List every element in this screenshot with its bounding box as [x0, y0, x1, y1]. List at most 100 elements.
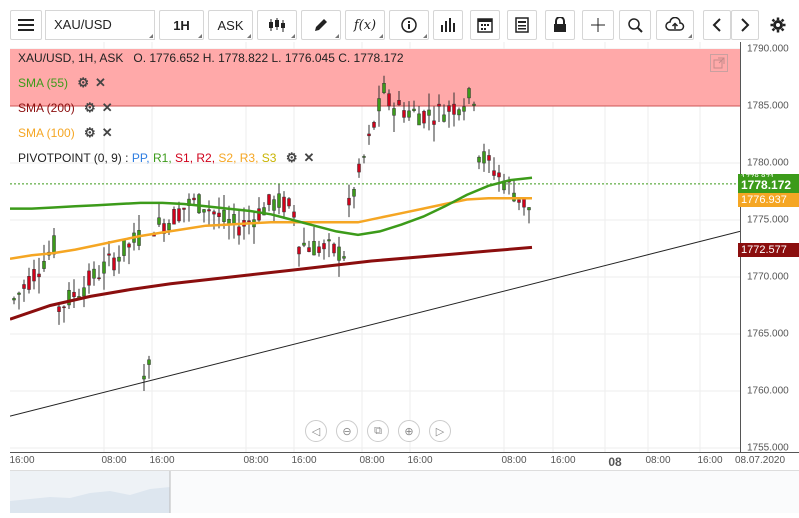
candle-body — [272, 199, 276, 211]
candle-body — [207, 209, 211, 212]
candle-body — [262, 207, 266, 216]
chart-type-button[interactable] — [257, 10, 297, 40]
candle-body — [12, 298, 16, 301]
time-tick: 08:00 — [645, 455, 671, 466]
chevron-right-icon — [741, 18, 750, 32]
price-tick: 1755.000 — [747, 442, 789, 454]
settings-button[interactable] — [765, 10, 791, 40]
candle-body — [277, 193, 281, 208]
fx-icon: f(x) — [353, 17, 377, 33]
candle-body — [387, 93, 391, 107]
indicator-sma200[interactable]: SMA (200) ⚙ ✕ — [18, 100, 113, 116]
candlestick-icon — [269, 18, 285, 32]
gear-icon[interactable]: ⚙ — [84, 100, 96, 115]
candle-body — [87, 270, 91, 286]
close-icon[interactable]: ✕ — [101, 100, 113, 115]
candle-body — [357, 163, 361, 173]
indicators-button[interactable]: f(x) — [345, 10, 385, 40]
candle-body — [217, 212, 221, 218]
candle-body — [227, 218, 231, 225]
candle-body — [67, 289, 71, 306]
nav-zoom-out-button[interactable]: ⊖ — [336, 420, 358, 442]
time-tick: 16:00 — [407, 455, 433, 466]
time-axis[interactable]: 16:00 08:00 16:00 08:00 16:00 08:00 16:0… — [9, 452, 799, 469]
candle-body — [517, 199, 521, 203]
candle-body — [72, 291, 76, 298]
drawing-tools-button[interactable] — [301, 10, 341, 40]
candle-body — [467, 88, 471, 99]
nav-forward-button[interactable]: ▷ — [429, 420, 451, 442]
nav-reset-button[interactable]: ⧉ — [367, 420, 389, 442]
menu-button[interactable] — [10, 10, 42, 40]
candle-body — [347, 197, 351, 206]
candle-body — [97, 277, 101, 280]
chart-area[interactable] — [10, 42, 740, 452]
candle-body — [197, 194, 201, 214]
ohlc-header: XAU/USD, 1H, ASK O. 1776.652 H. 1778.822… — [18, 51, 404, 65]
gear-icon[interactable]: ⚙ — [285, 150, 298, 165]
pivot-s3: S3 — [261, 151, 277, 165]
calendar-icon — [477, 18, 493, 33]
sma100-label: SMA (100) — [18, 126, 75, 140]
candle-body — [327, 239, 331, 242]
news-button[interactable] — [507, 10, 537, 40]
indicator-pivotpoint[interactable]: PIVOTPOINT (0, 9) : PP, R1, S1, R2, S2, … — [18, 150, 314, 166]
scroll-right-button[interactable] — [731, 10, 759, 40]
candle-body — [362, 156, 366, 158]
symbol-input[interactable]: XAU/USD — [45, 10, 155, 40]
candle-body — [442, 114, 446, 122]
navigator-panel[interactable] — [10, 470, 799, 513]
candle-body — [337, 246, 341, 261]
calendar-button[interactable] — [470, 10, 500, 40]
candle-body — [282, 196, 286, 213]
close-icon[interactable]: ✕ — [95, 75, 106, 90]
nav-zoom-in-button[interactable]: ⊕ — [398, 420, 420, 442]
scroll-left-button[interactable] — [703, 10, 731, 40]
candle-body — [147, 359, 151, 365]
price-axis[interactable]: 1790.000 1785.000 1780.000 1775.000 1770… — [738, 42, 799, 454]
zoom-button[interactable] — [619, 10, 651, 40]
candle-body — [527, 207, 531, 211]
candle-body — [377, 98, 381, 112]
indicator-sma100[interactable]: SMA (100) ⚙ ✕ — [18, 125, 113, 141]
timeframe-button[interactable]: 1H — [159, 10, 204, 40]
back-icon: ◁ — [311, 425, 321, 438]
navigator-sparkline — [10, 471, 171, 513]
candle-body — [57, 306, 61, 312]
upload-button[interactable] — [656, 10, 694, 40]
candle-body — [302, 242, 306, 246]
candle-body — [27, 276, 31, 290]
lock-button[interactable] — [545, 10, 575, 40]
maximize-icon[interactable] — [710, 54, 728, 72]
price-type-button[interactable]: ASK — [208, 10, 253, 40]
candle-body — [82, 287, 86, 297]
info-button[interactable] — [389, 10, 429, 40]
price-type-label: ASK — [217, 17, 244, 33]
reset-icon: ⧉ — [374, 424, 382, 437]
candle-body — [437, 103, 441, 107]
price-tick: 1780.000 — [747, 157, 789, 169]
candle-body — [452, 103, 456, 115]
candle-body — [397, 100, 401, 106]
studies-button[interactable] — [433, 10, 463, 40]
pivot-pp: PP, — [131, 151, 150, 165]
gear-icon — [770, 17, 786, 33]
resistance-zone — [10, 49, 740, 106]
crosshair-button[interactable] — [582, 10, 614, 40]
zoom-out-icon: ⊖ — [342, 425, 352, 438]
close-icon[interactable]: ✕ — [101, 125, 113, 140]
indicator-sma55[interactable]: SMA (55) ⚙ ✕ — [18, 75, 106, 91]
gear-icon[interactable]: ⚙ — [84, 125, 96, 140]
time-tick: 16:00 — [697, 455, 723, 466]
price-tick: 1770.000 — [747, 271, 789, 283]
candle-body — [427, 109, 431, 116]
sma200-label: SMA (200) — [18, 101, 75, 115]
time-tick: 08 — [608, 455, 622, 469]
price-chart[interactable] — [10, 42, 740, 452]
close-icon[interactable]: ✕ — [303, 150, 315, 165]
nav-back-button[interactable]: ◁ — [305, 420, 327, 442]
candle-body — [392, 108, 396, 116]
candle-body — [492, 170, 496, 176]
gear-icon[interactable]: ⚙ — [77, 75, 90, 90]
sma55-label: SMA (55) — [18, 76, 69, 90]
